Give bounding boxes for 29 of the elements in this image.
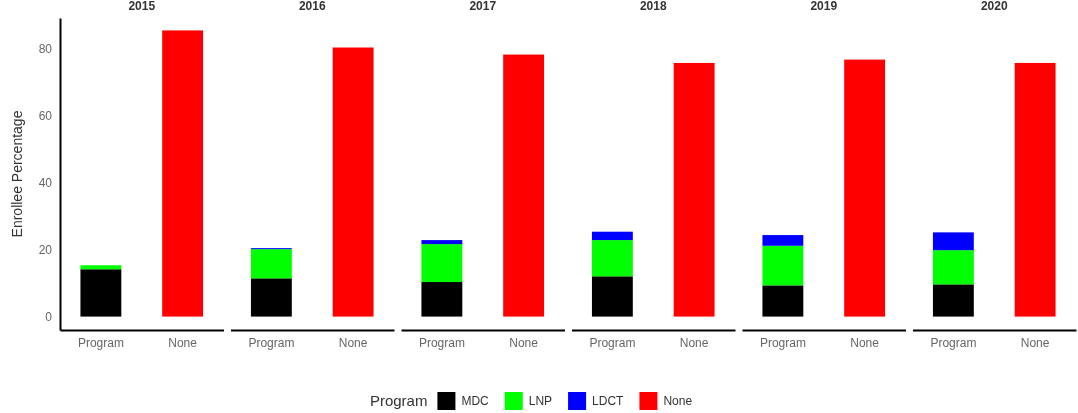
chart-title: 2020 [980,0,1008,13]
y-tick-label: 20 [38,242,53,257]
y-tick-label: 80 [38,41,53,56]
x-tick-label: Program [77,335,124,350]
chart-title: 2017 [469,0,497,13]
x-tick-label: None [509,335,539,350]
chart-title: 2018 [639,0,667,13]
y-tick-label: 60 [38,108,53,123]
x-tick-label: Program [248,335,295,350]
x-tick-label: None [850,335,880,350]
x-tick-label: None [1020,335,1050,350]
legend-label: None [663,394,693,409]
y-axis-title: Enrollee Percentage [9,110,25,238]
x-tick-label: None [338,335,368,350]
legend-label: LDCT [592,394,625,409]
x-tick-label: Program [418,335,465,350]
legend-label: MDC [461,394,490,409]
legend-label: LNP [528,394,553,409]
chart-title: 2015 [128,0,156,13]
legend-title: Program [369,392,428,410]
chart-title: 2016 [298,0,326,13]
chart-title: 2019 [810,0,838,13]
x-tick-label: Program [930,335,977,350]
y-tick-label: 40 [38,175,53,190]
x-tick-label: None [679,335,709,350]
x-tick-label: Program [759,335,806,350]
x-tick-label: Program [589,335,636,350]
y-tick-label: 0 [45,309,53,324]
x-tick-label: None [168,335,198,350]
